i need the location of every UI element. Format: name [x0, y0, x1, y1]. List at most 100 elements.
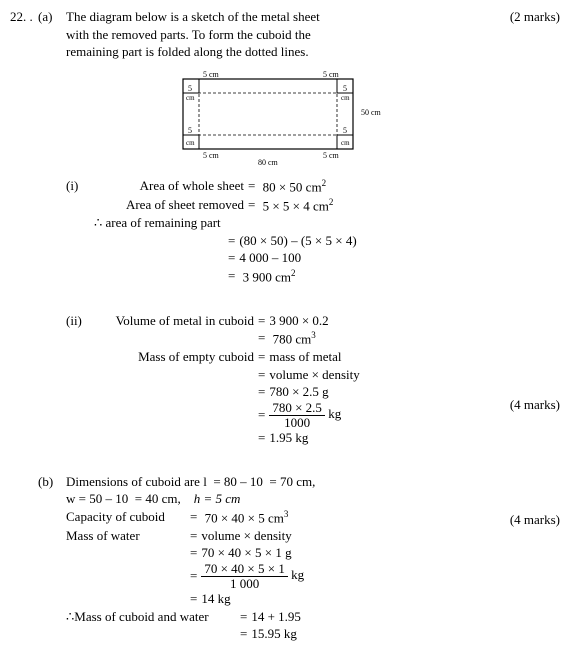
a-i-l6: 3 900 cm2 [235, 267, 295, 286]
eq-sign: = [248, 196, 255, 215]
b-l4-left: Mass of water [66, 527, 190, 545]
fraction: 780 × 2.5 1000 [269, 401, 325, 429]
b-l2b: 40 cm, [145, 491, 180, 506]
b-l2c: h = 5 cm [194, 491, 241, 506]
eq-sign: = [248, 177, 255, 196]
a-i-l2-left: Area of sheet removed [94, 196, 248, 215]
a-ii-l4: volume × density [265, 366, 359, 384]
eq-sign: = [258, 312, 265, 330]
a-i-l1-left: Area of whole sheet [94, 177, 248, 196]
b-l1b: 80 – 10 [224, 474, 263, 489]
eq-sign: = [258, 348, 265, 366]
b-line4: Mass of water = volume × density [66, 527, 490, 545]
b-l9: 15.95 kg [247, 625, 297, 643]
eq-sign: = [190, 527, 197, 545]
part-a-i: (i) Area of whole sheet = 80 × 50 cm2 Ar… [66, 177, 490, 286]
b-line3: Capacity of cuboid = 70 × 40 × 5 cm3 [66, 508, 490, 527]
part-a-ii: (ii) Volume of metal in cuboid = 3 900 ×… [66, 312, 490, 447]
b-line8: ∴Mass of cuboid and water = 14 + 1.95 [66, 608, 490, 626]
frac-den: 1 000 [201, 577, 288, 591]
a-i-l2-right: 5 × 5 × 4 cm2 [255, 196, 333, 215]
b-l5: 70 × 40 × 5 × 1 g [197, 544, 291, 562]
diag-cm-left: cm [186, 139, 195, 147]
frac-unit: kg [328, 406, 341, 421]
eq-sign: = [258, 429, 265, 447]
b-line1: Dimensions of cuboid are l = 80 – 10 = 7… [66, 473, 490, 491]
eq-sign: = [258, 383, 265, 401]
a-i-l4: (80 × 50) – (5 × 5 × 4) [235, 232, 356, 250]
b-l7: 14 kg [197, 590, 230, 608]
diag-5-left: 5 [188, 126, 192, 135]
b-line5: = 70 × 40 × 5 × 1 g [66, 544, 490, 562]
part-b-label: (b) [38, 473, 66, 643]
a-ii-line1: Volume of metal in cuboid = 3 900 × 0.2 [94, 312, 490, 330]
question-content: (a) The diagram below is a sketch of the… [38, 8, 490, 643]
a-ii-content: Volume of metal in cuboid = 3 900 × 0.2 … [94, 312, 490, 447]
marks-a-ii: (4 marks) [490, 396, 560, 414]
a-i-label: (i) [66, 177, 94, 286]
diag-5cm-br: 5 cm [323, 151, 340, 160]
diag-50cm: 50 cm [361, 108, 382, 117]
a-ii-line4: = volume × density [94, 366, 490, 384]
diag-5cm-tr: 5 cm [323, 70, 340, 79]
b-line9: = 15.95 kg [66, 625, 490, 643]
a-ii-l1-left: Volume of metal in cuboid [94, 312, 258, 330]
a-ii-frac: 780 × 2.5 1000 kg [265, 401, 341, 429]
part-a-content: The diagram below is a sketch of the met… [66, 8, 490, 447]
a-intro-line3: remaining part is folded along the dotte… [66, 43, 490, 61]
question-row: 22. . (a) The diagram below is a sketch … [10, 8, 560, 643]
a-ii-line3: Mass of empty cuboid = mass of metal [94, 348, 490, 366]
a-i-line1: Area of whole sheet = 80 × 50 cm2 [94, 177, 490, 196]
frac-num: 780 × 2.5 [269, 401, 325, 416]
diag-80cm: 80 cm [258, 158, 279, 167]
b-frac: 70 × 40 × 5 × 1 1 000 kg [197, 562, 304, 590]
sheet-diagram: 5 cm 5 cm 5 cm 5 cm 5 cm 5 cm 5 cm 5 cm … [163, 67, 393, 167]
a-ii-l3-right: mass of metal [265, 348, 341, 366]
a-i-line3: ∴ area of remaining part [94, 214, 490, 232]
eq-sign: = [190, 508, 197, 527]
diag-5-tl2: 5 [188, 84, 192, 93]
part-a: (a) The diagram below is a sketch of the… [38, 8, 490, 447]
b-line7: = 14 kg [66, 590, 490, 608]
a-i-l1-right: 80 × 50 cm2 [255, 177, 326, 196]
diag-5cm-tl: 5 cm [203, 70, 220, 79]
question-number: 22. . [10, 8, 38, 643]
eq-sign: = [190, 544, 197, 562]
eq-sign: = [258, 366, 265, 384]
a-i-line2: Area of sheet removed = 5 × 5 × 4 cm2 [94, 196, 490, 215]
a-ii-l3-left: Mass of empty cuboid [94, 348, 258, 366]
diag-5-tr2: 5 [343, 84, 347, 93]
a-ii-l2: 780 cm3 [265, 329, 315, 348]
a-i-content: Area of whole sheet = 80 × 50 cm2 Area o… [94, 177, 490, 286]
b-l4-right: volume × density [197, 527, 291, 545]
a-i-line5: = 4 000 – 100 [94, 249, 490, 267]
b-l1c: 70 cm, [280, 474, 315, 489]
a-ii-l7: 1.95 kg [265, 429, 308, 447]
eq-sign: = [240, 608, 247, 626]
diag-5cm-bl: 5 cm [203, 151, 220, 160]
a-ii-line7: = 1.95 kg [94, 429, 490, 447]
part-b-content: Dimensions of cuboid are l = 80 – 10 = 7… [66, 473, 490, 643]
b-l3-right: 70 × 40 × 5 cm3 [197, 508, 288, 527]
a-i-line4: = (80 × 50) – (5 × 5 × 4) [94, 232, 490, 250]
a-ii-l1-right: 3 900 × 0.2 [265, 312, 328, 330]
eq-sign: = [258, 329, 265, 348]
marks-column: (2 marks) (4 marks) (4 marks) [490, 8, 560, 643]
frac-den: 1000 [269, 416, 325, 430]
part-a-label: (a) [38, 8, 66, 447]
eq-sign: = [228, 232, 235, 250]
eq-sign: = [228, 267, 235, 286]
a-intro-line1: The diagram below is a sketch of the met… [66, 8, 490, 26]
marks-a-intro: (2 marks) [490, 8, 560, 26]
a-ii-line2: = 780 cm3 [94, 329, 490, 348]
eq-sign: = [258, 406, 265, 424]
b-line6: = 70 × 40 × 5 × 1 1 000 kg [66, 562, 490, 590]
b-l1a: Dimensions of cuboid are l [66, 474, 207, 489]
diag-cm-right: cm [341, 139, 350, 147]
b-l3-left: Capacity of cuboid [66, 508, 190, 527]
b-line2: w = 50 – 10 = 40 cm, h = 5 cm [66, 490, 490, 508]
eq-sign: = [190, 567, 197, 585]
diag-cm-tr2: cm [341, 94, 350, 102]
part-b: (b) Dimensions of cuboid are l = 80 – 10… [38, 473, 490, 643]
marks-b: (4 marks) [490, 511, 560, 529]
